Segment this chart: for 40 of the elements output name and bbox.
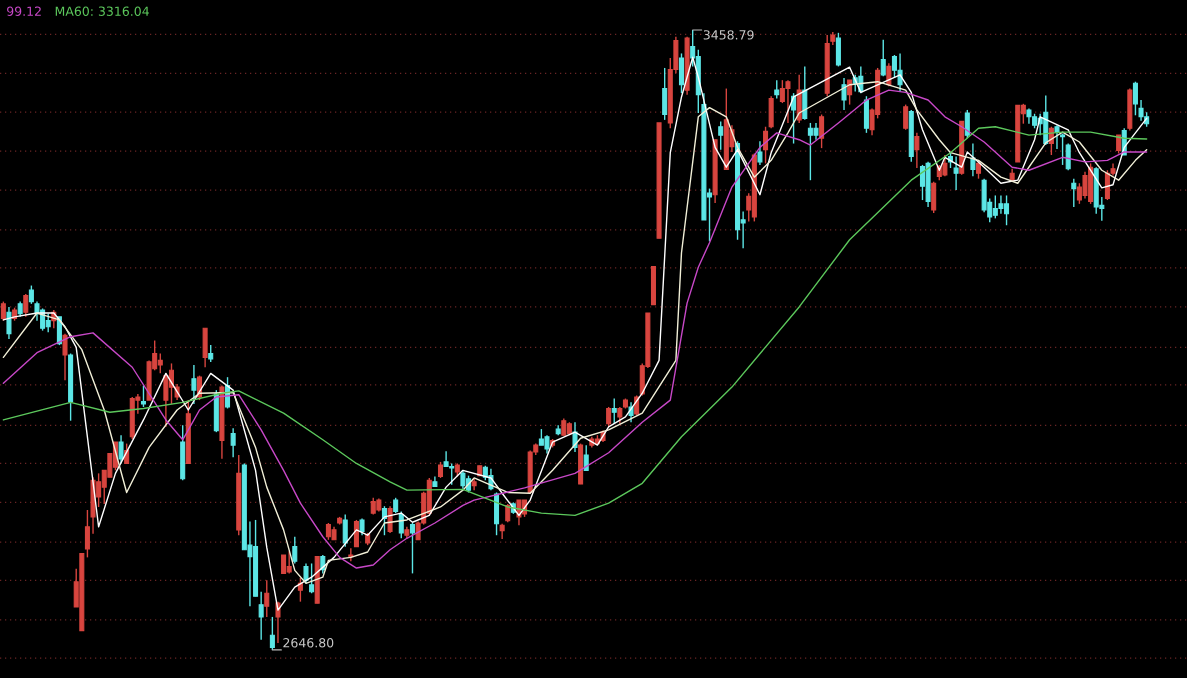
- candlestick: [583, 444, 589, 472]
- candlestick: [903, 103, 909, 131]
- candlestick: [953, 155, 959, 191]
- candlestick: [774, 79, 780, 100]
- candlestick: [118, 434, 124, 465]
- candlestick: [1071, 177, 1077, 208]
- candlestick: [23, 293, 29, 318]
- candlestick: [1132, 81, 1138, 116]
- candlestick: [258, 591, 264, 641]
- candlestick: [757, 140, 763, 166]
- annotation: 2646.80: [283, 638, 334, 648]
- candlestick: [84, 509, 90, 559]
- candlestick: [1060, 132, 1066, 166]
- candlestick: [606, 406, 612, 428]
- candlestick: [309, 562, 315, 594]
- candlestick: [28, 284, 34, 305]
- candlestick: [819, 113, 825, 149]
- annotation: 3458.79: [703, 30, 754, 40]
- candlestick: [348, 547, 354, 562]
- candlestick: [841, 77, 847, 111]
- candlestick: [292, 536, 298, 565]
- candlestick: [191, 364, 197, 405]
- candlestick: [964, 109, 970, 139]
- candlestick: [1054, 124, 1060, 150]
- candlestick: [269, 616, 275, 651]
- candlestick: [230, 427, 236, 459]
- candlestick: [718, 120, 724, 151]
- candlestick: [914, 132, 920, 169]
- text: 99.12: [7, 6, 41, 16]
- candlestick: [62, 332, 68, 381]
- candlestick: [6, 306, 12, 340]
- candlestick: [611, 397, 617, 425]
- candlestick: [970, 142, 976, 178]
- candlestick: [342, 513, 348, 548]
- candlestick: [264, 579, 270, 618]
- candlestick: [409, 522, 415, 575]
- text: MA60: 3316.04: [55, 6, 149, 16]
- candlestick: [880, 39, 886, 78]
- candlestick: [303, 562, 309, 585]
- candlestick: [140, 384, 146, 408]
